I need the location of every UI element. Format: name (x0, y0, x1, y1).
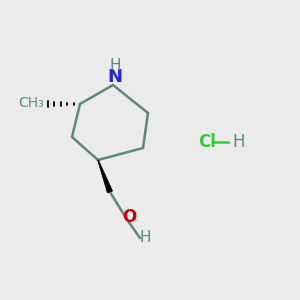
Text: H: H (139, 230, 151, 244)
Text: H: H (232, 133, 244, 151)
Text: N: N (107, 68, 122, 86)
Text: CH₃: CH₃ (18, 96, 44, 110)
Text: Cl: Cl (198, 133, 216, 151)
Polygon shape (98, 160, 112, 193)
Text: H: H (109, 58, 121, 73)
Text: O: O (122, 208, 136, 226)
